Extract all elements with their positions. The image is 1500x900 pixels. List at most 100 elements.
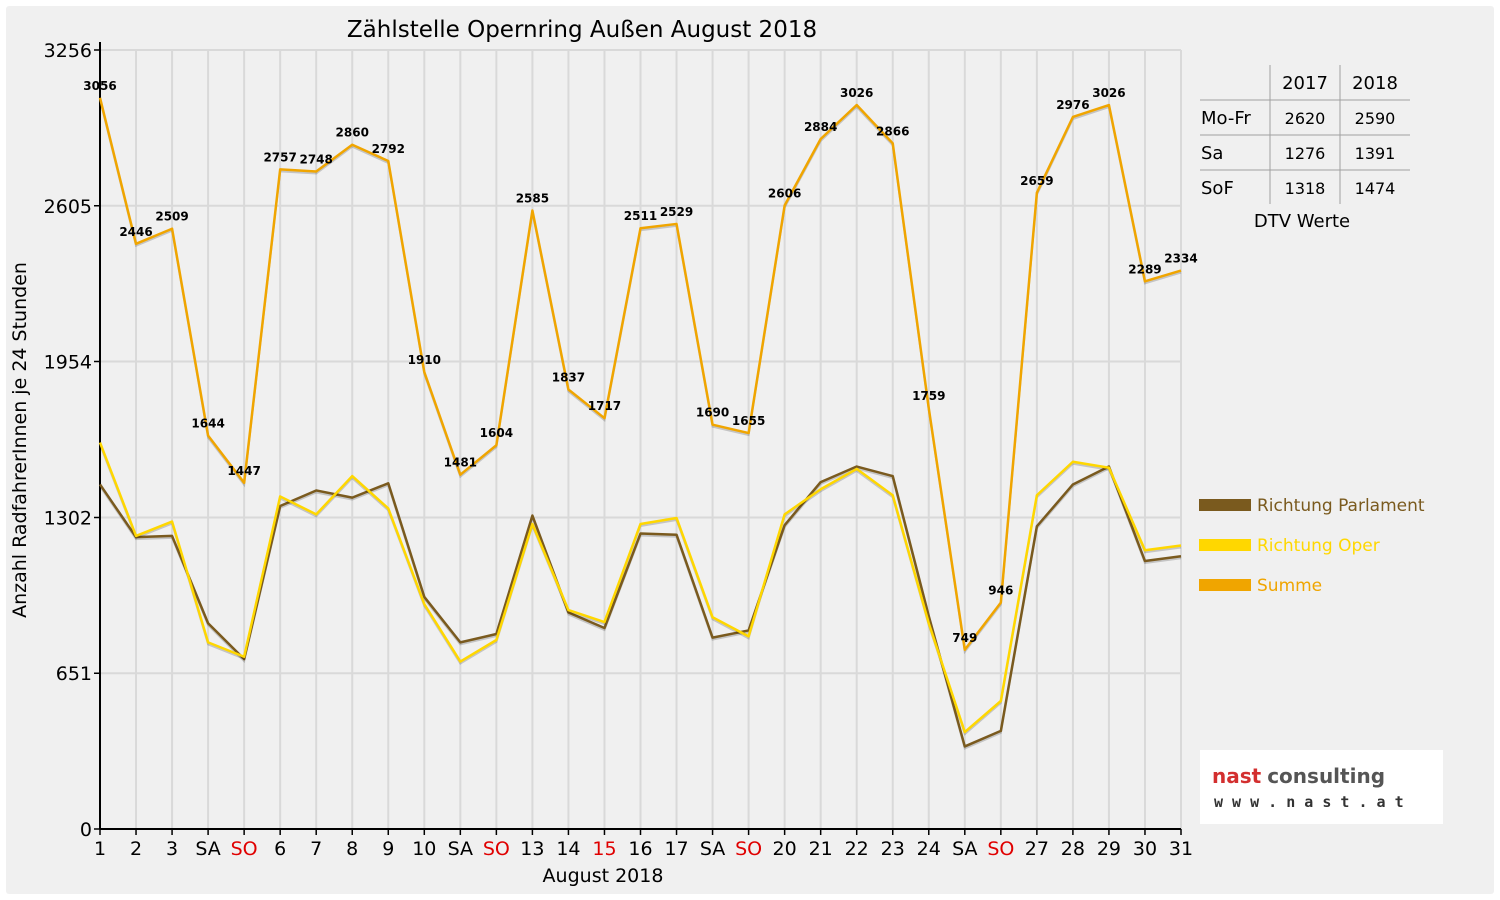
data-label: 1644 bbox=[191, 417, 224, 431]
data-label: 3056 bbox=[83, 79, 116, 93]
x-tick-label: 10 bbox=[412, 838, 436, 860]
x-axis-ticks: 1 2 3 SA SO 6 7 8 9 10 SA SO 13 14 15 16 17 SA SO 20 21 22 23 2… bbox=[94, 829, 1193, 860]
y-tick-label: 1302 bbox=[44, 507, 92, 529]
table-header: 2017 bbox=[1282, 73, 1328, 94]
y-tick-label: 1954 bbox=[44, 352, 92, 374]
data-label: 2289 bbox=[1128, 262, 1161, 276]
x-tick-label: 8 bbox=[346, 838, 358, 860]
legend: Richtung Parlament Richtung Oper Summe bbox=[1199, 496, 1425, 596]
data-label: 2792 bbox=[372, 142, 405, 156]
legend-swatch bbox=[1199, 499, 1251, 511]
x-tick-label: 14 bbox=[556, 838, 580, 860]
x-tick-label: 21 bbox=[809, 838, 833, 860]
table-cell: 1391 bbox=[1355, 144, 1396, 163]
logo-name-part2: consulting bbox=[1267, 764, 1385, 788]
data-label: 2606 bbox=[768, 187, 801, 201]
data-label: 2860 bbox=[336, 126, 369, 140]
x-tick-label: 30 bbox=[1133, 838, 1157, 860]
table-cell: 1318 bbox=[1285, 179, 1326, 198]
table-cell: 1474 bbox=[1355, 179, 1396, 198]
series-line-richtung-oper bbox=[98, 442, 1182, 734]
data-label: 1604 bbox=[480, 426, 513, 440]
x-tick-label: 20 bbox=[773, 838, 797, 860]
table-caption: DTV Werte bbox=[1254, 211, 1350, 232]
data-label: 3026 bbox=[840, 86, 873, 100]
chart-frame bbox=[6, 6, 1494, 894]
data-label: 2511 bbox=[624, 209, 657, 223]
chart-title: Zählstelle Opernring Außen August 2018 bbox=[347, 17, 817, 43]
x-tick-label: 27 bbox=[1025, 838, 1049, 860]
data-label: 1837 bbox=[552, 370, 585, 384]
logo-background bbox=[1200, 750, 1443, 824]
y-axis-ticks: 0 651 1302 1954 2605 3256 bbox=[44, 40, 100, 841]
logo-name: nast consulting bbox=[1212, 764, 1385, 788]
x-tick-label: 29 bbox=[1097, 838, 1121, 860]
y-tick-label: 2605 bbox=[44, 196, 92, 218]
data-label: 749 bbox=[952, 631, 977, 645]
x-tick-label: SO bbox=[735, 838, 762, 860]
legend-label: Richtung Parlament bbox=[1257, 496, 1425, 516]
data-label: 2509 bbox=[155, 210, 188, 224]
data-label: 1447 bbox=[227, 464, 260, 478]
x-tick-label: SA bbox=[448, 838, 473, 860]
data-label: 1690 bbox=[696, 406, 729, 420]
x-tick-label: 31 bbox=[1169, 838, 1193, 860]
x-tick-label: 15 bbox=[592, 838, 616, 860]
y-axis-label: Anzahl RadfahrerInnen je 24 Stunden bbox=[9, 262, 31, 618]
data-label: 2757 bbox=[263, 150, 296, 164]
legend-swatch bbox=[1199, 539, 1251, 551]
data-label: 1759 bbox=[912, 389, 945, 403]
table-cell: Sa bbox=[1201, 143, 1223, 164]
x-tick-label: 23 bbox=[881, 838, 905, 860]
series-line-summe bbox=[98, 97, 1182, 652]
x-tick-label: 16 bbox=[628, 838, 652, 860]
table-cell: 2590 bbox=[1355, 109, 1396, 128]
table-header: 2018 bbox=[1352, 73, 1398, 94]
data-label: 2976 bbox=[1056, 98, 1089, 112]
data-label: 2866 bbox=[876, 124, 909, 138]
data-label: 1481 bbox=[444, 456, 477, 470]
x-tick-label: 17 bbox=[664, 838, 688, 860]
y-tick-label: 0 bbox=[80, 819, 92, 841]
data-label: 2446 bbox=[119, 225, 152, 239]
data-label: 946 bbox=[988, 584, 1013, 598]
table-cell: Mo-Fr bbox=[1201, 108, 1251, 129]
data-label: 3026 bbox=[1092, 86, 1125, 100]
grid-lines bbox=[99, 42, 1182, 830]
x-tick-label: SA bbox=[952, 838, 977, 860]
series-line-richtung-parlament bbox=[98, 465, 1182, 748]
data-label: 2748 bbox=[299, 153, 332, 167]
logo-box: nast consulting w w w . n a s t . a t bbox=[1200, 750, 1443, 824]
legend-swatch bbox=[1199, 579, 1251, 591]
logo-name-part1: nast bbox=[1212, 764, 1262, 788]
data-label: 1910 bbox=[408, 353, 441, 367]
data-label: 1655 bbox=[732, 414, 765, 428]
data-label: 2659 bbox=[1020, 174, 1053, 188]
x-tick-label: 28 bbox=[1061, 838, 1085, 860]
table-cell: 2620 bbox=[1285, 109, 1326, 128]
x-tick-label: 1 bbox=[94, 838, 106, 860]
y-tick-label: 651 bbox=[56, 663, 92, 685]
x-tick-label: SO bbox=[231, 838, 258, 860]
x-tick-label: 9 bbox=[382, 838, 394, 860]
x-tick-label: 2 bbox=[130, 838, 142, 860]
data-label: 2529 bbox=[660, 205, 693, 219]
x-tick-label: 13 bbox=[520, 838, 544, 860]
table-cell: 1276 bbox=[1285, 144, 1326, 163]
x-axis-label: August 2018 bbox=[543, 865, 664, 887]
data-label: 2334 bbox=[1164, 252, 1197, 266]
legend-label: Summe bbox=[1257, 576, 1322, 596]
x-tick-label: SO bbox=[987, 838, 1014, 860]
x-tick-label: SO bbox=[483, 838, 510, 860]
data-label: 2585 bbox=[516, 192, 549, 206]
dtv-table: 2017 2018 Mo-Fr 2620 2590 Sa 1276 1391 SoF 1318 14… bbox=[1200, 65, 1410, 232]
data-label: 1717 bbox=[588, 399, 621, 413]
x-tick-label: SA bbox=[195, 838, 220, 860]
x-tick-label: 3 bbox=[166, 838, 178, 860]
y-tick-label: 3256 bbox=[44, 40, 92, 62]
table-cell: SoF bbox=[1201, 178, 1234, 199]
x-tick-label: 7 bbox=[310, 838, 322, 860]
x-tick-label: SA bbox=[700, 838, 725, 860]
